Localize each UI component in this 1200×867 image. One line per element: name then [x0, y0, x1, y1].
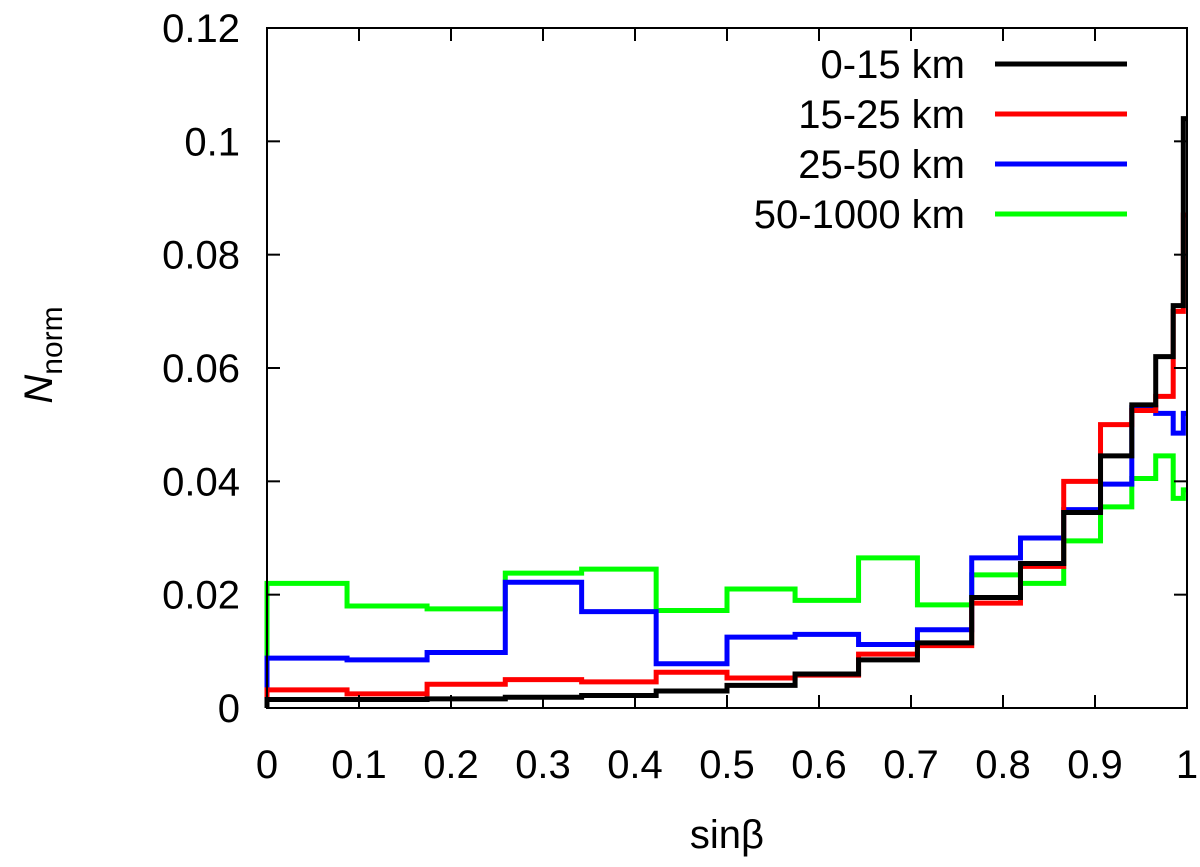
y-axis-title-subscript: norm [36, 306, 69, 374]
x-tick-label: 0.1 [331, 743, 387, 787]
y-tick-label: 0.02 [162, 574, 240, 618]
y-axis-title-main: N [17, 375, 61, 404]
legend-label-15-25-km: 15-25 km [798, 93, 965, 137]
legend-label-0-15-km: 0-15 km [821, 43, 966, 87]
series-line-0-15-km [264, 116, 1187, 708]
y-axis-title: Nnorm [17, 306, 69, 403]
y-tick-label: 0.04 [162, 460, 240, 504]
series-layer [264, 116, 1187, 708]
legend-label-25-50-km: 25-50 km [798, 143, 965, 187]
x-tick-labels: 0 0.1 0.2 0.3 0.4 0.5 0.6 0.7 0.8 0.9 1 [256, 743, 1198, 787]
x-axis-title: sinβ [690, 813, 764, 857]
x-tick-label: 0.2 [423, 743, 479, 787]
legend-label-50-1000-km: 50-1000 km [754, 193, 965, 237]
x-tick-label: 1 [1176, 743, 1198, 787]
x-tick-label: 0.5 [699, 743, 755, 787]
y-tick-label: 0 [218, 687, 240, 731]
x-tick-label: 0.7 [883, 743, 939, 787]
x-tick-label: 0 [256, 743, 278, 787]
legend: 0-15 km 15-25 km 25-50 km 50-1000 km [754, 43, 1127, 237]
x-tick-label: 0.4 [607, 743, 663, 787]
y-tick-label: 0.12 [162, 7, 240, 51]
x-tick-label: 0.8 [975, 743, 1031, 787]
series-line-25-50-km [264, 405, 1187, 708]
y-tick-label: 0.06 [162, 347, 240, 391]
y-tick-labels: 0 0.02 0.04 0.06 0.08 0.1 0.12 [162, 7, 240, 731]
x-tick-label: 0.3 [515, 743, 571, 787]
series-line-15-25-km [264, 212, 1187, 708]
x-tick-label: 0.9 [1067, 743, 1123, 787]
y-tick-label: 0.08 [162, 234, 240, 278]
plot-area [264, 27, 1188, 709]
tick-marks [266, 27, 1188, 709]
x-tick-label: 0.6 [791, 743, 847, 787]
y-tick-label: 0.1 [184, 120, 240, 164]
